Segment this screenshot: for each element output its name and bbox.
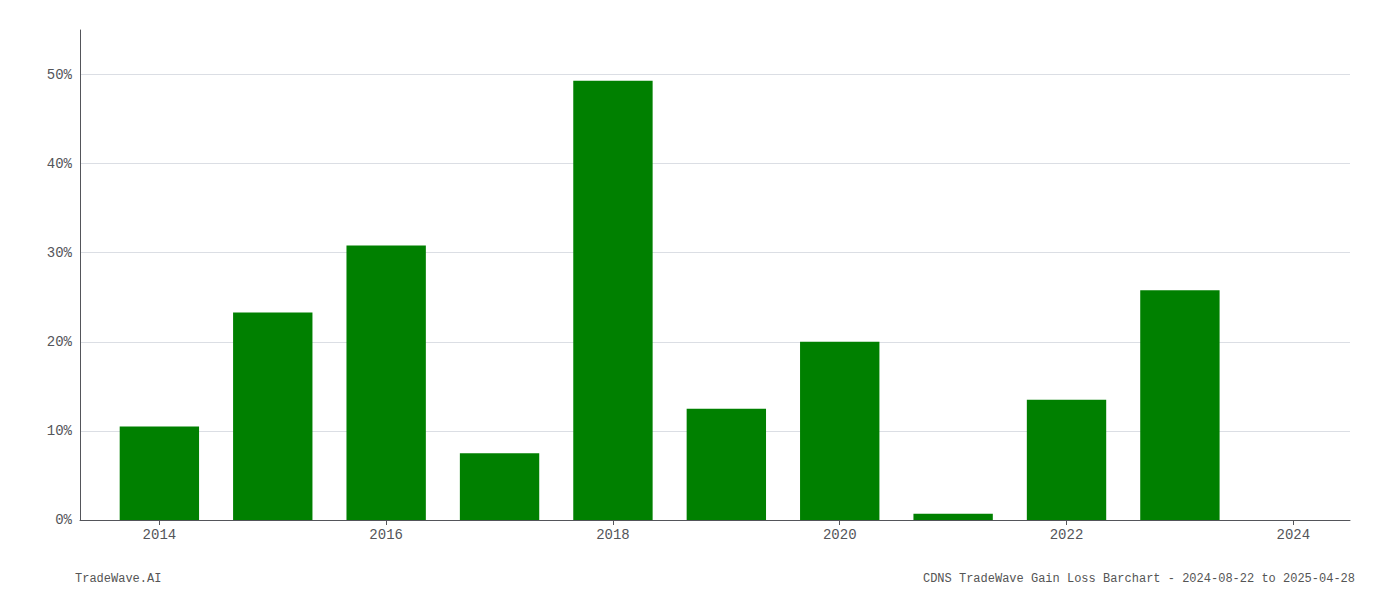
- svg-text:2022: 2022: [1050, 527, 1084, 543]
- svg-text:10%: 10%: [47, 423, 73, 439]
- svg-text:0%: 0%: [55, 512, 72, 528]
- svg-text:20%: 20%: [47, 334, 73, 350]
- svg-text:50%: 50%: [47, 67, 73, 83]
- svg-text:2018: 2018: [596, 527, 630, 543]
- svg-text:2020: 2020: [823, 527, 857, 543]
- svg-text:30%: 30%: [47, 245, 73, 261]
- svg-text:CDNS TradeWave Gain Loss Barch: CDNS TradeWave Gain Loss Barchart - 2024…: [923, 572, 1355, 586]
- svg-text:2014: 2014: [143, 527, 177, 543]
- svg-text:TradeWave.AI: TradeWave.AI: [75, 572, 161, 586]
- svg-text:40%: 40%: [47, 156, 73, 172]
- svg-text:2016: 2016: [369, 527, 403, 543]
- svg-text:2024: 2024: [1276, 527, 1310, 543]
